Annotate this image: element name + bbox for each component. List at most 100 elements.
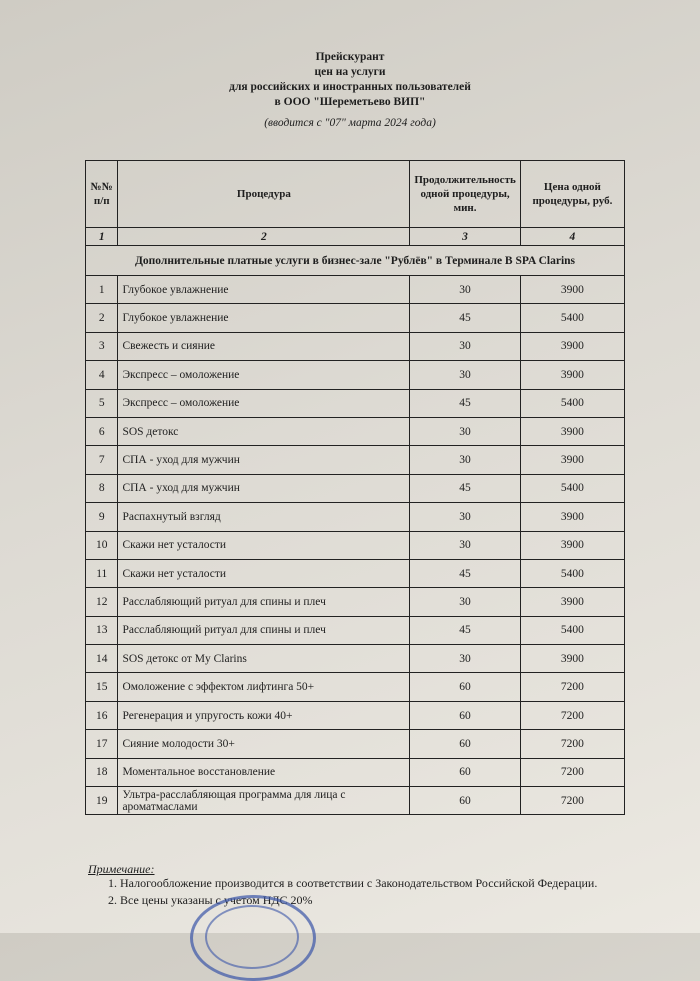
price: 3900: [519, 502, 626, 532]
row-number: 2: [84, 303, 119, 333]
col-header-duration: Продолжительность одной процедуры, мин.: [409, 160, 521, 228]
notes-title: Примечание:: [88, 862, 155, 876]
row-number: 18: [84, 757, 119, 788]
price: 5400: [519, 615, 626, 646]
table-row: 4 Экспресс – омоложение 30 3900: [84, 360, 626, 390]
duration: 30: [409, 331, 521, 362]
procedure-name: Распахнутый взгляд: [117, 502, 411, 532]
price-table: №№ п/п Процедура Продолжительность одной…: [84, 160, 626, 816]
table-row: 18 Моментальное восстановление 60 7200: [84, 757, 626, 788]
price: 3900: [519, 274, 626, 305]
row-number: 13: [84, 615, 119, 646]
row-number: 10: [84, 530, 119, 560]
price: 5400: [519, 558, 626, 589]
table-row: 13 Расслабляющий ритуал для спины и плеч 4…: [84, 615, 626, 646]
duration: 60: [409, 700, 521, 731]
duration: 30: [409, 530, 521, 560]
price: 3900: [519, 530, 626, 560]
row-number: 16: [84, 700, 119, 731]
duration: 30: [409, 445, 521, 475]
doc-audience: для российских и иностранных пользовател…: [229, 81, 471, 93]
duration: 30: [409, 416, 521, 447]
procedure-name: Скажи нет усталости: [117, 530, 411, 560]
row-number: 5: [84, 388, 119, 418]
price: 3900: [519, 644, 626, 674]
row-number: 11: [84, 558, 119, 589]
duration: 45: [409, 558, 521, 589]
row-number: 7: [84, 445, 119, 475]
table-row: 12 Расслабляющий ритуал для спины и плеч 3…: [84, 587, 626, 617]
procedure-name: СПА - уход для мужчин: [117, 445, 411, 475]
col-index: 1: [84, 227, 119, 246]
procedure-name: Расслабляющий ритуал для спины и плеч: [117, 615, 411, 646]
doc-title: Прейскурант: [315, 51, 385, 63]
row-number: 8: [84, 473, 119, 504]
duration: 45: [409, 615, 521, 646]
company-stamp-inner: [205, 905, 299, 969]
row-number: 19: [84, 786, 119, 816]
procedure-name: Свежесть и сияние: [117, 331, 411, 362]
price: 7200: [519, 729, 626, 759]
row-number: 4: [84, 360, 119, 390]
col-header-number: №№ п/п: [84, 160, 119, 228]
table-row: 15 Омоложение с эффектом лифтинга 50+ 60 72…: [84, 672, 626, 702]
table-row: 7 СПА - уход для мужчин 30 3900: [84, 445, 626, 475]
duration: 30: [409, 274, 521, 305]
notes-list: 1. Налогообложение производится в соотве…: [108, 875, 597, 909]
price: 3900: [519, 360, 626, 390]
duration: 60: [409, 757, 521, 788]
duration: 30: [409, 360, 521, 390]
duration: 60: [409, 729, 521, 759]
row-number: 9: [84, 502, 119, 532]
procedure-name: SOS детокс от My Clarins: [117, 644, 411, 674]
row-number: 12: [84, 587, 119, 617]
row-number: 17: [84, 729, 119, 759]
procedure-name: Моментальное восстановление: [117, 757, 411, 788]
col-index: 3: [409, 227, 521, 246]
table-row: 5 Экспресс – омоложение 45 5400: [84, 388, 626, 418]
price: 3900: [519, 587, 626, 617]
procedure-name: Глубокое увлажнение: [117, 303, 411, 333]
doc-company: в ООО "Шереметьево ВИП": [274, 96, 426, 108]
price: 7200: [519, 786, 626, 816]
procedure-name: Омоложение с эффектом лифтинга 50+: [117, 672, 411, 702]
price: 3900: [519, 445, 626, 475]
row-number: 3: [84, 331, 119, 362]
col-header-price: Цена одной процедуры, руб.: [519, 160, 626, 228]
table-row: 6 SOS детокс 30 3900: [84, 416, 626, 447]
table-row: 19 Ультра-расслабляющая программа для лиц…: [84, 786, 626, 816]
table-row: 17 Сияние молодости 30+ 60 7200: [84, 729, 626, 759]
row-number: 15: [84, 672, 119, 702]
table-row: 16 Регенерация и упругость кожи 40+ 60 7200: [84, 700, 626, 731]
row-number: 14: [84, 644, 119, 674]
procedure-name: Экспресс – омоложение: [117, 388, 411, 418]
effective-date: (вводится с "07" марта 2024 года): [264, 117, 436, 129]
table-row: 14 SOS детокс от My Clarins 30 3900: [84, 644, 626, 674]
table-row: 3 Свежесть и сияние 30 3900: [84, 331, 626, 362]
procedure-name: Сияние молодости 30+: [117, 729, 411, 759]
row-number: 6: [84, 416, 119, 447]
procedure-name: Экспресс – омоложение: [117, 360, 411, 390]
duration: 30: [409, 502, 521, 532]
price: 5400: [519, 388, 626, 418]
note-item: 1. Налогообложение производится в соотве…: [108, 876, 598, 890]
duration: 45: [409, 388, 521, 418]
duration: 30: [409, 644, 521, 674]
table-row: 11 Скажи нет усталости 45 5400: [84, 558, 626, 589]
price: 7200: [519, 757, 626, 788]
price: 5400: [519, 303, 626, 333]
procedure-name: Скажи нет усталости: [117, 558, 411, 589]
price: 5400: [519, 473, 626, 504]
table-row: 2 Глубокое увлажнение 45 5400: [84, 303, 626, 333]
col-index: 4: [519, 227, 626, 246]
col-index: 2: [117, 227, 411, 246]
price: 7200: [519, 700, 626, 731]
table-row: 1 Глубокое увлажнение 30 3900: [84, 274, 626, 305]
duration: 60: [409, 672, 521, 702]
table-row: 10 Скажи нет усталости 30 3900: [84, 530, 626, 560]
price: 7200: [519, 672, 626, 702]
procedure-name: Ультра-расслабляющая программа для лица …: [117, 786, 411, 816]
duration: 60: [409, 786, 521, 816]
procedure-name: Регенерация и упругость кожи 40+: [117, 700, 411, 731]
duration: 30: [409, 587, 521, 617]
